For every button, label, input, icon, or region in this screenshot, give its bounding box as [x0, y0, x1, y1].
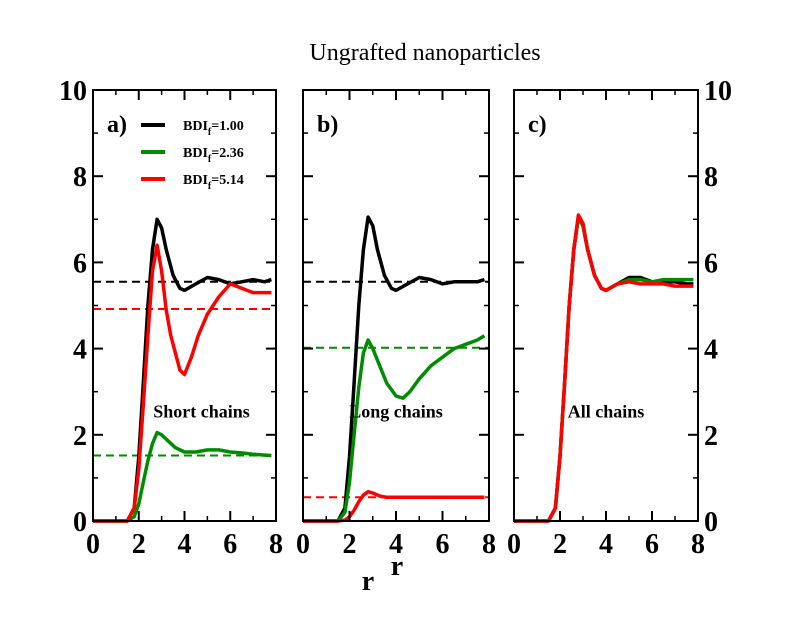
panel-annotation: Long chains — [349, 402, 443, 422]
series-line-1 — [303, 215, 485, 523]
series-line-3 — [514, 213, 694, 523]
x-tick-label: 0 — [296, 529, 310, 560]
x-tick-label: 4 — [389, 529, 403, 560]
legend-entry: BDIf=5.14 — [183, 173, 244, 192]
legend-entry: BDIf=2.36 — [183, 146, 244, 165]
y-tick-label: 10 — [59, 76, 87, 107]
y-tick-label: 8 — [704, 162, 718, 193]
y-tick-label: 6 — [73, 248, 87, 279]
y-tick-label: 0 — [73, 507, 87, 538]
x-tick-label: 8 — [691, 529, 705, 560]
series-line-2 — [93, 430, 272, 523]
x-tick-label: 2 — [553, 529, 567, 560]
y-tick-label: 4 — [704, 335, 718, 366]
y-tick-label: 6 — [704, 248, 718, 279]
x-tick-label: 0 — [507, 529, 521, 560]
x-tick-label: 2 — [132, 529, 146, 560]
x-axis-label: r — [362, 566, 374, 597]
panel-2: 0 2 4 6 8 b) Long chains r — [296, 89, 496, 582]
x-axis-label: r — [391, 551, 403, 582]
x-tick-label: 6 — [436, 529, 450, 560]
x-tick-label: 4 — [599, 529, 613, 560]
legend-entry: BDIf=1.00 — [183, 119, 244, 138]
y-tick-label: 4 — [73, 335, 87, 366]
y-tick-label: 2 — [704, 421, 718, 452]
series-line-3 — [93, 243, 272, 523]
series-line-2 — [303, 334, 486, 523]
x-tick-label: 8 — [482, 529, 496, 560]
panel-label: b) — [317, 112, 338, 138]
y-tick-label: 10 — [704, 76, 732, 107]
panel-label: a) — [107, 112, 127, 138]
x-tick-label: 4 — [178, 529, 192, 560]
x-tick-label: 8 — [269, 529, 283, 560]
x-tick-label: 6 — [645, 529, 659, 560]
panel-label: c) — [528, 112, 547, 138]
x-tick-label: 2 — [343, 529, 357, 560]
series-line-3 — [303, 489, 485, 523]
panel-annotation: Short chains — [153, 402, 250, 422]
figure-title: Ungrafted nanoparticles — [309, 40, 540, 66]
y-tick-label: 8 — [73, 162, 87, 193]
x-tick-label: 6 — [223, 529, 237, 560]
x-tick-label: 0 — [86, 529, 100, 560]
y-tick-label: 2 — [73, 421, 87, 452]
panel-annotation: All chains — [568, 402, 645, 422]
y-tick-label: 0 — [704, 507, 718, 538]
